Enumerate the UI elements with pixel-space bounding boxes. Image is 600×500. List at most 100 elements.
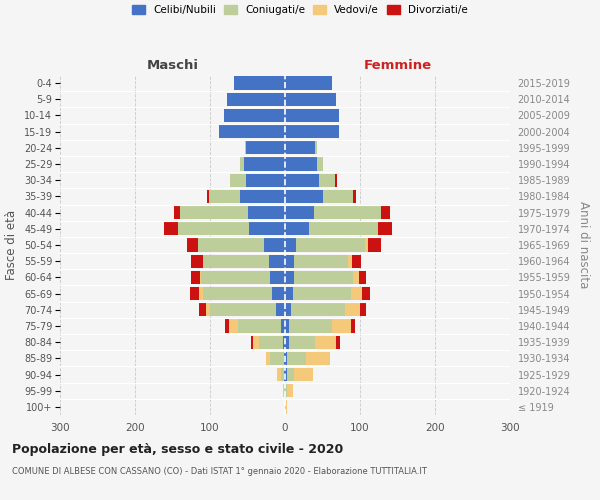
Bar [319, 174, 335, 187]
Bar [315, 336, 336, 349]
Text: Maschi: Maschi [146, 59, 199, 72]
Bar [199, 303, 206, 316]
Bar [281, 368, 284, 381]
Bar [365, 238, 367, 252]
Bar [294, 368, 313, 381]
Text: Popolazione per età, sesso e stato civile - 2020: Popolazione per età, sesso e stato civil… [12, 442, 343, 456]
Bar [285, 174, 319, 187]
Bar [335, 174, 337, 187]
Bar [283, 336, 285, 349]
Bar [332, 320, 351, 332]
Bar [240, 158, 244, 170]
Bar [259, 336, 283, 349]
Bar [210, 303, 276, 316]
Bar [225, 320, 229, 332]
Bar [362, 287, 370, 300]
Bar [234, 76, 285, 90]
Bar [285, 254, 294, 268]
Bar [190, 287, 199, 300]
Bar [206, 303, 210, 316]
Bar [285, 125, 339, 138]
Bar [353, 270, 359, 284]
Bar [291, 303, 345, 316]
Bar [285, 336, 289, 349]
Bar [323, 190, 353, 203]
Bar [207, 190, 209, 203]
Bar [269, 254, 285, 268]
Bar [285, 270, 294, 284]
Bar [187, 238, 198, 252]
Bar [227, 92, 285, 106]
Bar [293, 287, 351, 300]
Bar [270, 270, 285, 284]
Bar [353, 190, 356, 203]
Text: Femmine: Femmine [364, 59, 431, 72]
Bar [284, 368, 285, 381]
Bar [314, 206, 381, 220]
Bar [285, 109, 339, 122]
Bar [246, 174, 285, 187]
Bar [378, 222, 392, 235]
Legend: Celibi/Nubili, Coniugati/e, Vedovi/e, Divorziati/e: Celibi/Nubili, Coniugati/e, Vedovi/e, Di… [132, 5, 468, 15]
Bar [253, 336, 259, 349]
Bar [367, 238, 381, 252]
Bar [285, 368, 287, 381]
Bar [306, 352, 330, 365]
Bar [285, 92, 336, 106]
Bar [199, 287, 203, 300]
Bar [178, 222, 249, 235]
Bar [289, 320, 332, 332]
Bar [359, 270, 366, 284]
Bar [201, 270, 270, 284]
Bar [309, 222, 378, 235]
Bar [317, 158, 323, 170]
Bar [209, 190, 240, 203]
Y-axis label: Anni di nascita: Anni di nascita [577, 202, 590, 288]
Bar [203, 254, 269, 268]
Bar [277, 368, 281, 381]
Bar [284, 352, 285, 365]
Bar [283, 384, 284, 398]
Bar [191, 270, 199, 284]
Bar [266, 352, 270, 365]
Bar [287, 384, 293, 398]
Bar [285, 287, 293, 300]
Bar [345, 303, 360, 316]
Bar [285, 352, 287, 365]
Bar [276, 303, 285, 316]
Bar [287, 352, 306, 365]
Bar [352, 254, 361, 268]
Text: COMUNE DI ALBESE CON CASSANO (CO) - Dati ISTAT 1° gennaio 2020 - Elaborazione TU: COMUNE DI ALBESE CON CASSANO (CO) - Dati… [12, 468, 427, 476]
Bar [351, 320, 355, 332]
Bar [264, 238, 285, 252]
Bar [199, 270, 201, 284]
Bar [180, 206, 248, 220]
Bar [285, 303, 291, 316]
Bar [198, 238, 264, 252]
Bar [289, 336, 315, 349]
Bar [285, 76, 331, 90]
Bar [294, 254, 348, 268]
Bar [296, 238, 365, 252]
Bar [336, 336, 340, 349]
Bar [270, 352, 284, 365]
Bar [246, 141, 285, 154]
Bar [271, 287, 285, 300]
Bar [285, 238, 296, 252]
Bar [285, 384, 287, 398]
Bar [315, 141, 317, 154]
Bar [285, 158, 317, 170]
Bar [285, 190, 323, 203]
Bar [245, 141, 246, 154]
Bar [251, 336, 253, 349]
Bar [164, 222, 178, 235]
Bar [223, 109, 285, 122]
Bar [285, 141, 315, 154]
Bar [287, 368, 294, 381]
Bar [238, 320, 281, 332]
Bar [229, 174, 246, 187]
Y-axis label: Fasce di età: Fasce di età [5, 210, 19, 280]
Bar [244, 158, 285, 170]
Bar [285, 206, 314, 220]
Bar [284, 384, 285, 398]
